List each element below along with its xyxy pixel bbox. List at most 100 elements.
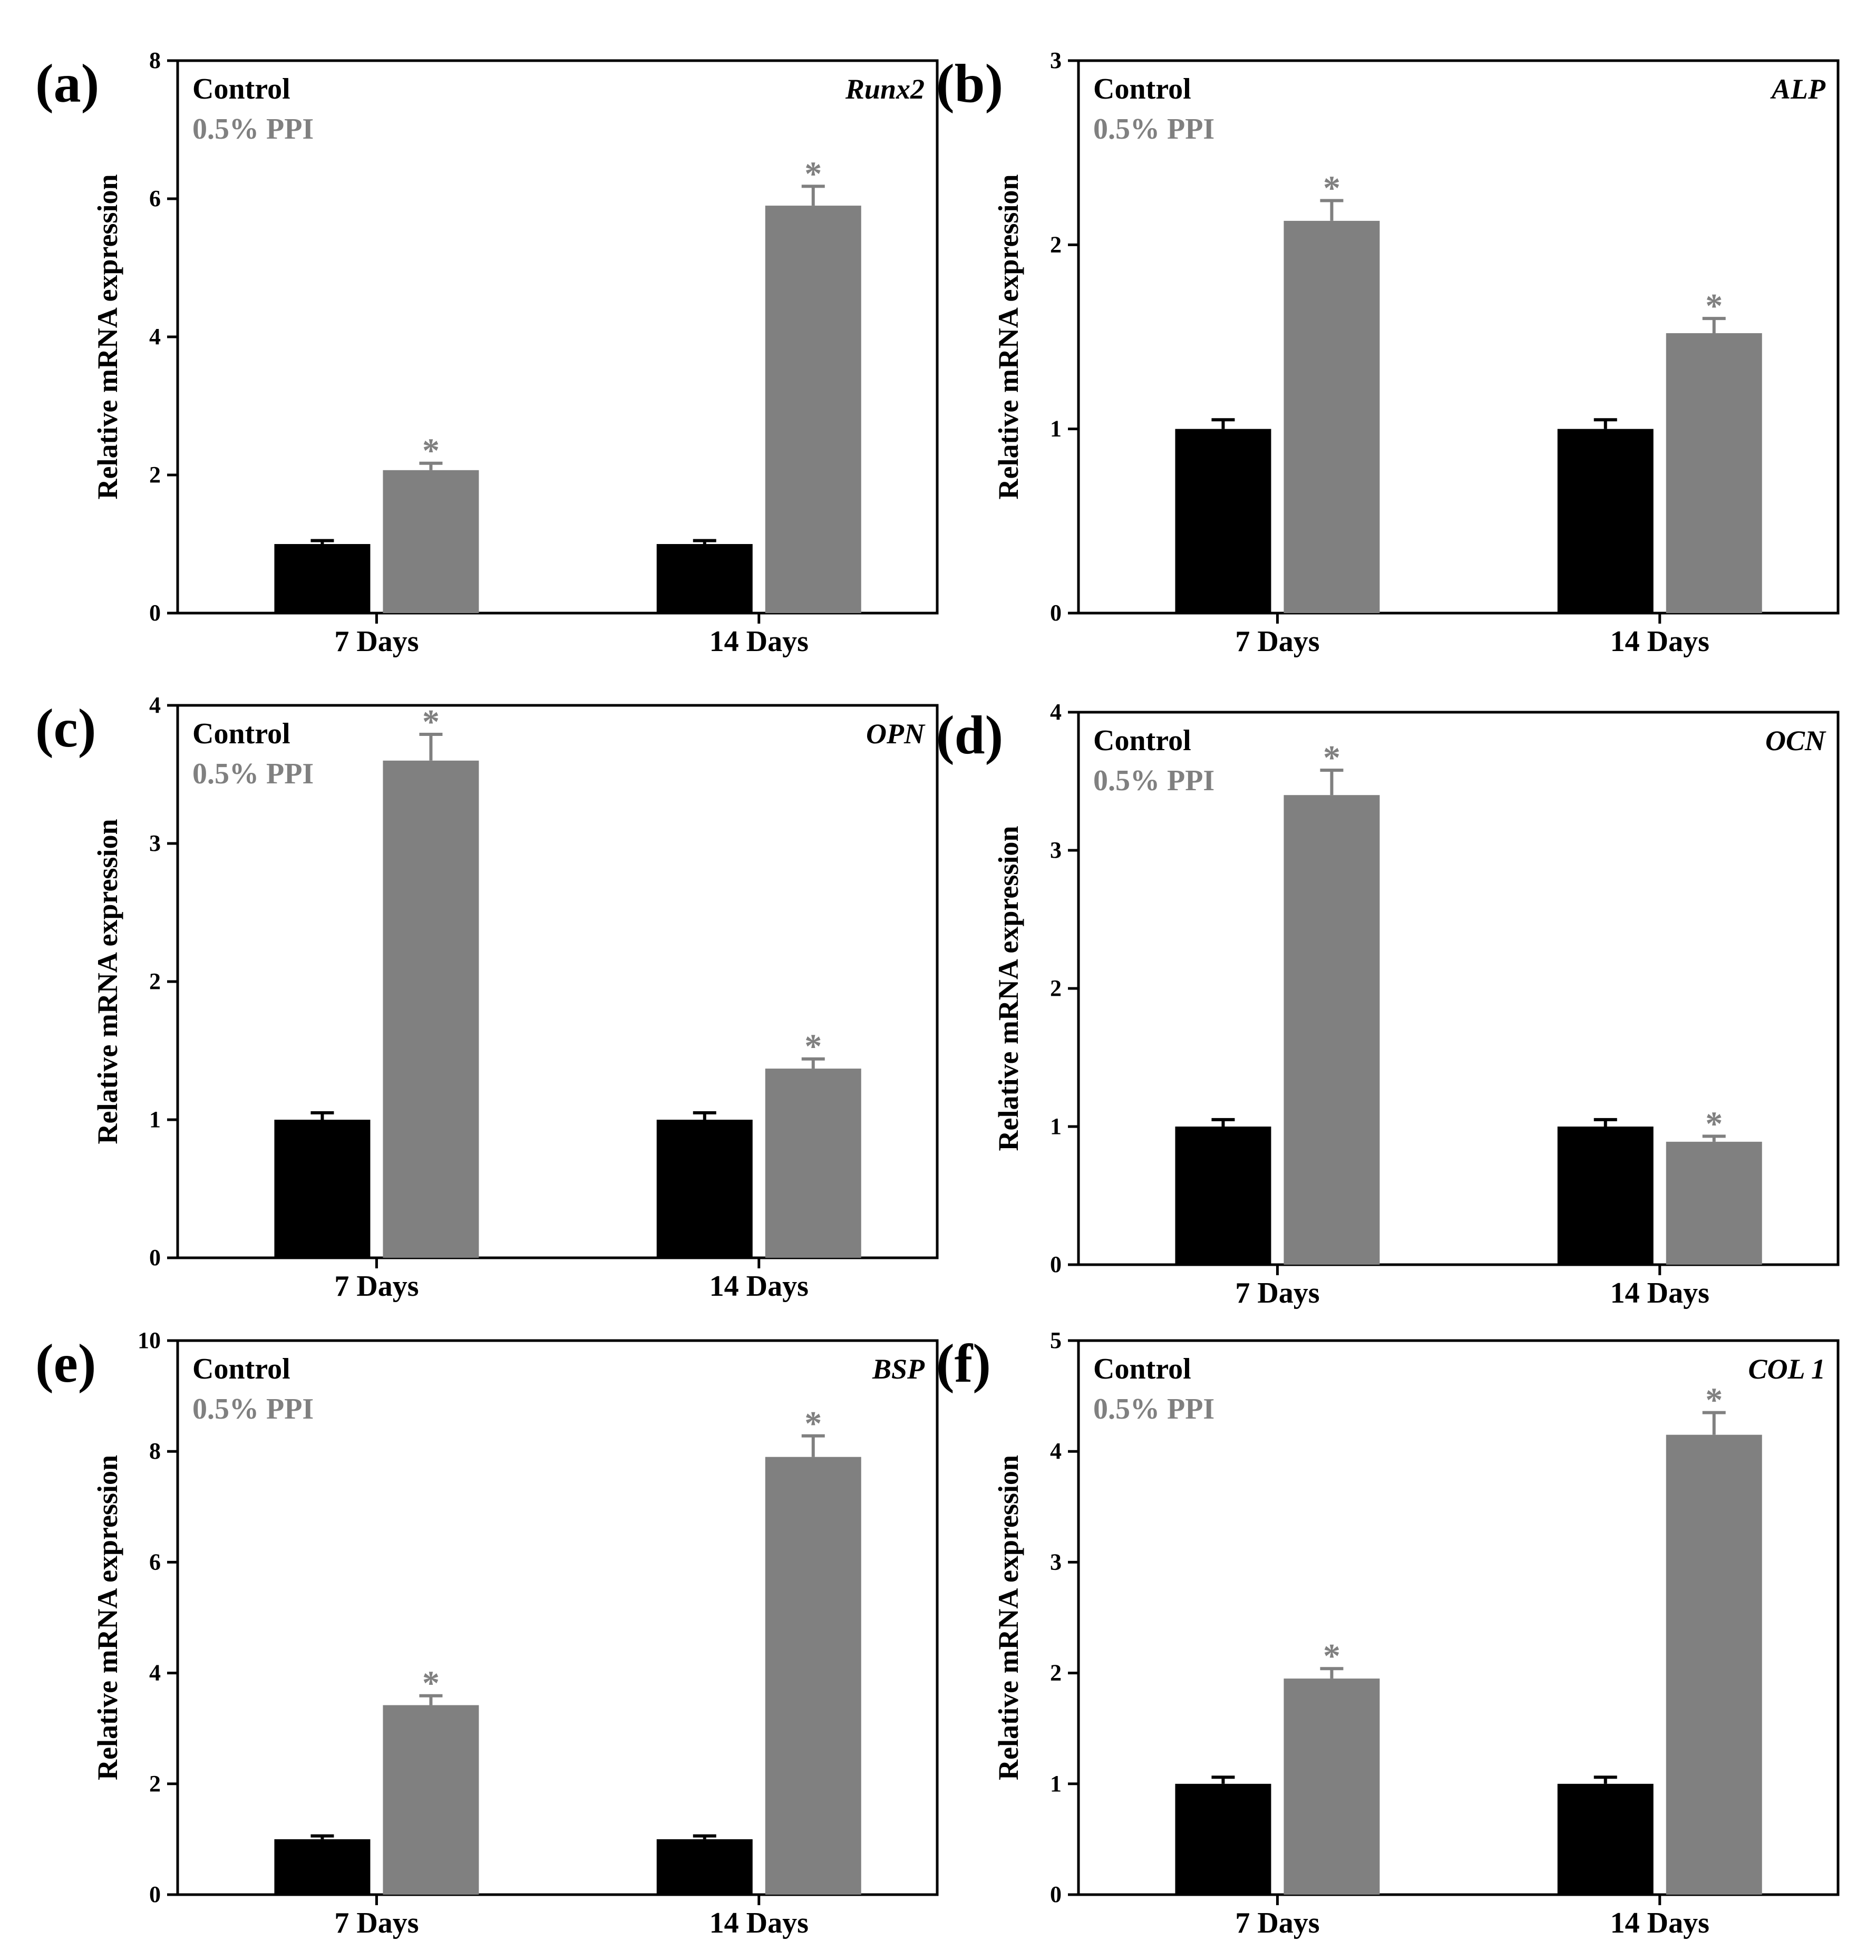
panel-f: 0 1 2 3 4 5 Relative mRNA expression 7 Days 14 D… <box>936 1327 1840 1939</box>
error-bar <box>1320 769 1344 795</box>
y-tick-label: 5 <box>1050 1327 1062 1353</box>
gene-title: Runx2 <box>845 73 925 105</box>
error-bar <box>801 185 825 206</box>
bar-control-14d <box>1557 429 1654 613</box>
significance-star: * <box>422 703 440 741</box>
error-bar <box>310 1111 334 1120</box>
bar-ppi-7d <box>383 1705 479 1895</box>
significance-star: * <box>1323 739 1340 777</box>
y-tick-label: 1 <box>1050 1113 1062 1139</box>
y-tick-label: 4 <box>149 324 161 350</box>
significance-star: * <box>1323 1637 1340 1675</box>
y-tick-label: 4 <box>1050 1438 1062 1464</box>
plot-frame <box>1077 1339 1840 1896</box>
y-tick-label: 10 <box>138 1327 161 1353</box>
y-tick-label: 0 <box>149 600 161 626</box>
error-bar <box>801 1434 825 1457</box>
error-bar <box>801 1057 825 1069</box>
bar-control-7d <box>1175 429 1271 613</box>
significance-star: * <box>1323 169 1340 207</box>
y-tick-label: 2 <box>149 1771 161 1797</box>
significance-star: * <box>804 1404 822 1443</box>
y-tick-label: 3 <box>1050 1549 1062 1575</box>
y-tick-label: 8 <box>149 47 161 73</box>
bar-control-14d <box>1557 1127 1654 1265</box>
legend-control: Control <box>1093 724 1191 757</box>
y-tick-label: 1 <box>149 1107 161 1132</box>
y-axis-label: Relative mRNA expression <box>993 174 1024 500</box>
error-bar <box>419 1694 443 1705</box>
significance-star: * <box>804 1027 822 1066</box>
x-tick-label: 7 Days <box>334 625 419 658</box>
y-tick-label: 4 <box>1050 699 1062 725</box>
x-tick-label: 14 Days <box>709 1270 809 1303</box>
bar-ppi-14d <box>1666 333 1762 613</box>
y-tick-label: 0 <box>1050 1251 1062 1277</box>
gene-title: ALP <box>1770 73 1826 105</box>
panel-a: 0 2 4 6 8 Relative mRNA expression 7 Days 14 Da… <box>35 47 939 658</box>
bar-control-7d <box>274 544 371 613</box>
bar-control-14d <box>656 1120 753 1258</box>
panel-label: (c) <box>35 698 96 759</box>
x-tick-label: 14 Days <box>709 625 809 658</box>
error-bar <box>1211 1118 1235 1127</box>
bar-ppi-14d <box>1666 1434 1762 1895</box>
x-tick-label: 14 Days <box>709 1907 809 1939</box>
y-tick-label: 3 <box>1050 47 1062 73</box>
x-tick-label: 7 Days <box>334 1907 419 1939</box>
error-bar <box>310 539 334 544</box>
y-tick-label: 0 <box>1050 600 1062 626</box>
y-tick-label: 3 <box>149 830 161 856</box>
bar-control-14d <box>1557 1783 1654 1895</box>
y-tick-label: 6 <box>149 1549 161 1575</box>
error-bar <box>1593 418 1617 429</box>
bar-control-7d <box>1175 1783 1271 1895</box>
bar-ppi-14d <box>1666 1141 1762 1265</box>
legend-treatment: 0.5% PPI <box>1093 1393 1214 1425</box>
error-bar <box>693 1834 716 1839</box>
y-axis-label: Relative mRNA expression <box>993 826 1024 1151</box>
significance-star: * <box>422 1664 440 1703</box>
y-axis-label: Relative mRNA expression <box>92 174 123 500</box>
legend-treatment: 0.5% PPI <box>1093 764 1214 797</box>
y-axis-label: Relative mRNA expression <box>993 1455 1024 1780</box>
bar-ppi-7d <box>1284 1678 1380 1895</box>
gene-title: OCN <box>1765 725 1826 756</box>
y-tick-label: 0 <box>149 1881 161 1907</box>
legend-control: Control <box>192 717 290 750</box>
plot-frame <box>1077 59 1840 615</box>
bar-control-7d <box>1175 1127 1271 1265</box>
y-tick-label: 2 <box>149 462 161 488</box>
legend-control: Control <box>192 1353 290 1385</box>
error-bar <box>419 733 443 761</box>
panel-label: (a) <box>35 53 99 114</box>
panel-label: (f) <box>936 1333 991 1394</box>
legend-treatment: 0.5% PPI <box>192 1393 314 1425</box>
error-bar <box>1320 199 1344 221</box>
gene-title: BSP <box>872 1353 925 1385</box>
x-tick-label: 7 Days <box>1235 1907 1319 1939</box>
error-bar <box>1211 418 1235 429</box>
error-bar <box>1593 1118 1617 1127</box>
bar-ppi-14d <box>765 1457 861 1895</box>
y-tick-label: 2 <box>1050 231 1062 257</box>
legend-control: Control <box>192 73 290 105</box>
bar-control-14d <box>656 544 753 613</box>
legend-control: Control <box>1093 1353 1191 1385</box>
y-axis-label: Relative mRNA expression <box>92 1455 123 1780</box>
x-tick-label: 14 Days <box>1610 1277 1709 1309</box>
error-bar <box>419 461 443 470</box>
bar-ppi-14d <box>765 206 861 614</box>
bar-control-14d <box>656 1839 753 1895</box>
bar-control-7d <box>274 1120 371 1258</box>
panel-e: 0 2 4 6 8 10 Relative mRNA expression 7 Days 14 … <box>35 1327 939 1939</box>
y-tick-label: 8 <box>149 1438 161 1464</box>
panel-d: 0 1 2 3 4 Relative mRNA expression 7 Days 14 Da… <box>936 699 1840 1309</box>
y-tick-label: 1 <box>1050 416 1062 442</box>
x-tick-label: 14 Days <box>1610 1907 1709 1939</box>
bar-ppi-7d <box>1284 795 1380 1265</box>
legend-treatment: 0.5% PPI <box>192 758 314 790</box>
significance-star: * <box>1705 287 1723 325</box>
x-tick-label: 7 Days <box>334 1270 419 1303</box>
significance-star: * <box>1705 1381 1723 1420</box>
